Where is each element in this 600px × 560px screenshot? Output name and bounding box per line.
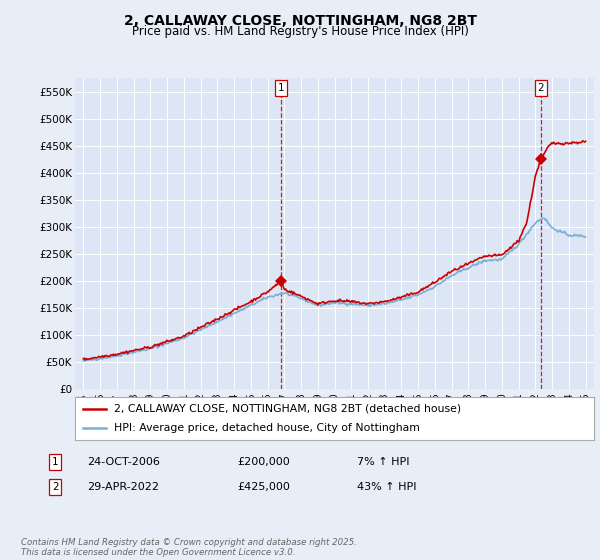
Text: 1: 1 (52, 457, 59, 467)
Text: 2, CALLAWAY CLOSE, NOTTINGHAM, NG8 2BT: 2, CALLAWAY CLOSE, NOTTINGHAM, NG8 2BT (124, 14, 476, 28)
Text: Contains HM Land Registry data © Crown copyright and database right 2025.
This d: Contains HM Land Registry data © Crown c… (21, 538, 357, 557)
Text: 29-APR-2022: 29-APR-2022 (87, 482, 159, 492)
Text: 2, CALLAWAY CLOSE, NOTTINGHAM, NG8 2BT (detached house): 2, CALLAWAY CLOSE, NOTTINGHAM, NG8 2BT (… (114, 404, 461, 413)
Text: £200,000: £200,000 (237, 457, 290, 467)
Text: 1: 1 (278, 83, 284, 93)
Text: 2: 2 (538, 83, 544, 93)
Text: £425,000: £425,000 (237, 482, 290, 492)
Text: 24-OCT-2006: 24-OCT-2006 (87, 457, 160, 467)
Text: HPI: Average price, detached house, City of Nottingham: HPI: Average price, detached house, City… (114, 423, 420, 433)
Text: 7% ↑ HPI: 7% ↑ HPI (357, 457, 409, 467)
Text: 2: 2 (52, 482, 59, 492)
Text: 43% ↑ HPI: 43% ↑ HPI (357, 482, 416, 492)
Text: Price paid vs. HM Land Registry's House Price Index (HPI): Price paid vs. HM Land Registry's House … (131, 25, 469, 38)
